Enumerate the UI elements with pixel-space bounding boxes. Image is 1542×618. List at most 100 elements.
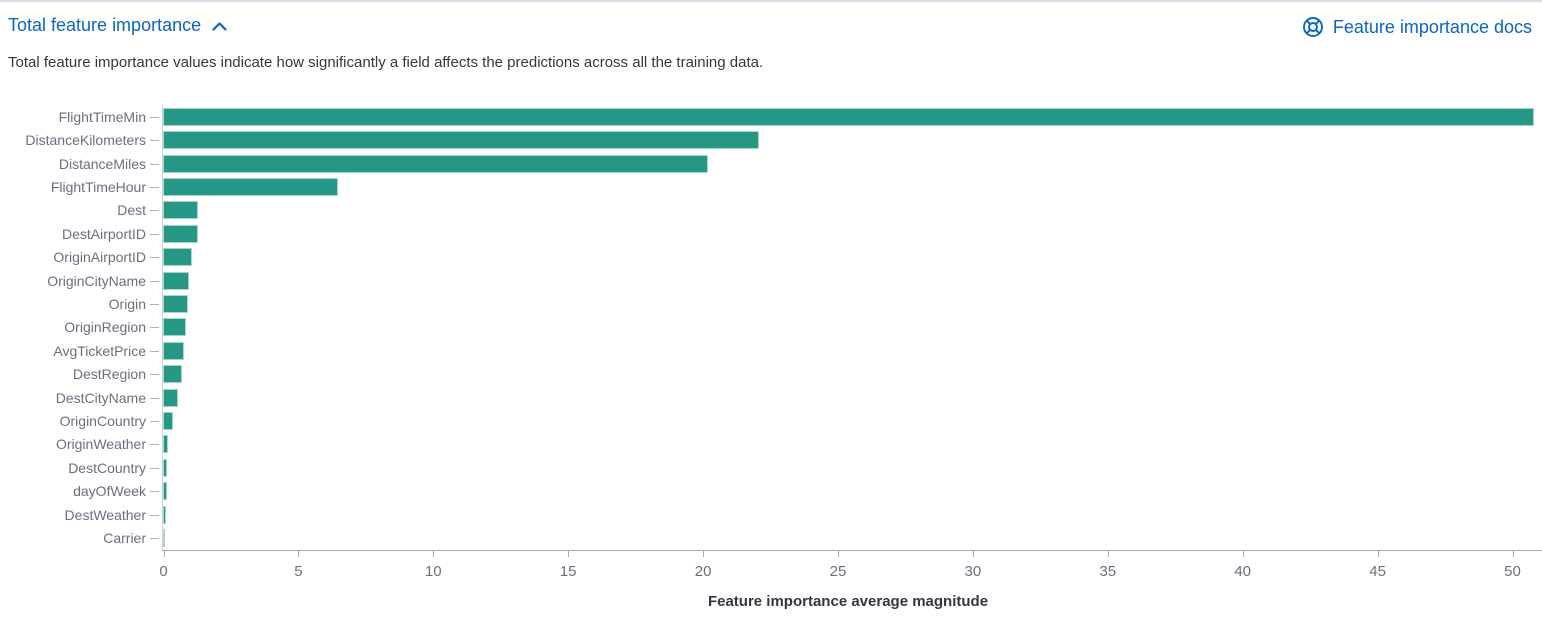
y-tick-mark — [150, 420, 159, 422]
y-axis-label: DestCityName — [55, 389, 146, 406]
bar — [163, 529, 165, 547]
x-tick-mark — [1242, 550, 1244, 557]
y-axis-label: FlightTimeHour — [50, 178, 146, 195]
x-tick-label: 10 — [424, 563, 442, 580]
chart-row: AvgTicketPrice — [0, 339, 1542, 362]
x-tick-label: 30 — [964, 563, 982, 580]
y-tick-mark — [150, 538, 159, 540]
y-axis-label: OriginCityName — [47, 272, 146, 289]
y-tick-mark — [150, 257, 159, 259]
x-tick-mark — [972, 550, 974, 557]
bar — [163, 341, 185, 360]
y-axis-label: DestWeather — [64, 506, 146, 523]
chart-row: OriginCountry — [0, 409, 1542, 432]
bar — [163, 177, 339, 196]
y-axis-label: Origin — [108, 295, 146, 312]
section-toggle-total-feature-importance[interactable]: Total feature importance — [8, 15, 228, 36]
y-tick-mark — [150, 491, 159, 493]
y-tick-mark — [150, 397, 159, 399]
x-axis-ticks: 0 5 10 15 20 25 30 35 40 45 50 — [0, 550, 1542, 590]
y-tick-mark — [150, 233, 159, 235]
bar — [163, 388, 179, 407]
x-tick-mark — [298, 550, 300, 557]
x-tick-mark — [838, 550, 839, 557]
x-tick-label: 35 — [1099, 563, 1117, 580]
y-tick-mark — [150, 186, 159, 188]
y-axis-label: DestRegion — [72, 366, 146, 383]
bar — [163, 154, 708, 173]
x-tick-label: 50 — [1504, 563, 1521, 580]
chart-row: Dest — [0, 199, 1542, 222]
y-tick-mark — [150, 514, 159, 516]
section-title: Total feature importance — [8, 15, 202, 35]
y-tick-mark — [150, 444, 159, 446]
chart-row: FlightTimeMin — [0, 105, 1542, 128]
x-tick-label: 45 — [1369, 563, 1386, 580]
y-tick-mark — [150, 163, 159, 165]
x-tick-label: 20 — [694, 563, 712, 580]
bar — [163, 458, 168, 477]
bar — [163, 318, 187, 337]
chart-row: DistanceKilometers — [0, 128, 1542, 151]
chart-row: DistanceMiles — [0, 152, 1542, 175]
docs-link-label: Feature importance docs — [1332, 16, 1532, 37]
y-axis-label: OriginRegion — [64, 319, 146, 336]
chart-row: FlightTimeHour — [0, 175, 1542, 198]
bar — [163, 482, 167, 501]
y-axis-label: DestAirportID — [61, 225, 146, 242]
x-tick-label: 40 — [1234, 563, 1252, 580]
chart-row: DestRegion — [0, 362, 1542, 385]
x-tick-label: 0 — [159, 563, 168, 580]
bar — [163, 131, 760, 150]
y-axis-line — [162, 105, 163, 550]
y-tick-mark — [150, 210, 159, 212]
y-tick-mark — [150, 303, 159, 305]
y-axis-label: DistanceMiles — [58, 155, 146, 172]
y-tick-mark — [150, 467, 159, 469]
feature-importance-bar-chart: FlightTimeMin DistanceKilometers DistanceM… — [0, 105, 1542, 550]
bar — [163, 248, 192, 267]
chart-row: DestAirportID — [0, 222, 1542, 245]
bar — [163, 294, 189, 313]
x-tick-mark — [703, 550, 705, 557]
y-tick-mark — [150, 327, 159, 329]
y-axis-label: OriginCountry — [59, 412, 146, 429]
chart-row: DestCityName — [0, 386, 1542, 409]
bar — [163, 224, 198, 243]
feature-importance-docs-link[interactable]: Feature importance docs — [1301, 15, 1532, 39]
x-tick-label: 25 — [829, 563, 847, 580]
x-tick-mark — [1377, 550, 1379, 557]
bar — [163, 271, 189, 290]
panel-description: Total feature importance values indicate… — [8, 54, 764, 71]
bar — [163, 365, 183, 384]
chart-row: OriginCityName — [0, 269, 1542, 292]
chart-row: OriginRegion — [0, 316, 1542, 339]
x-tick-mark — [568, 550, 570, 557]
life-buoy-icon — [1301, 15, 1325, 39]
y-axis-label: dayOfWeek — [73, 483, 146, 500]
bar — [163, 435, 168, 454]
chart-row: Origin — [0, 292, 1542, 315]
chart-row: DestCountry — [0, 456, 1542, 479]
chart-row: DestWeather — [0, 503, 1542, 526]
y-tick-mark — [150, 116, 159, 118]
chevron-up-icon — [211, 19, 228, 35]
x-axis-line — [162, 550, 1542, 551]
y-tick-mark — [150, 350, 159, 352]
y-tick-mark — [150, 140, 159, 142]
x-tick-label: 15 — [559, 563, 577, 580]
y-axis-label: OriginWeather — [55, 436, 146, 453]
y-tick-mark — [150, 374, 159, 376]
x-tick-mark — [163, 550, 165, 557]
bar — [163, 201, 199, 220]
y-axis-label: Carrier — [103, 530, 146, 547]
x-tick-mark — [1107, 550, 1109, 557]
bar — [163, 505, 166, 524]
y-axis-label: AvgTicketPrice — [53, 342, 146, 359]
chart-row: OriginWeather — [0, 433, 1542, 456]
x-tick-mark — [1512, 550, 1514, 557]
y-tick-mark — [150, 280, 159, 282]
y-axis-label: DistanceKilometers — [25, 132, 146, 149]
x-tick-mark — [433, 550, 435, 557]
bar — [163, 411, 173, 430]
